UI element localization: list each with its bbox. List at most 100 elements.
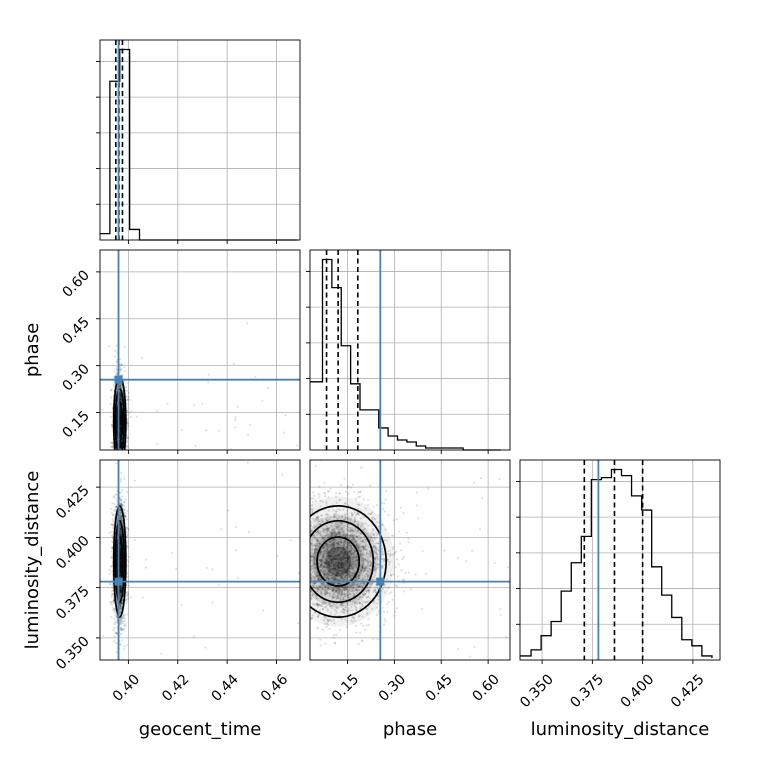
scatter-outlier — [289, 539, 292, 542]
scatter-point — [109, 445, 113, 449]
scatter-point — [120, 535, 123, 538]
scatter-point — [120, 386, 123, 389]
scatter-point — [123, 648, 126, 651]
scatter-point — [119, 423, 122, 426]
scatter-point — [110, 550, 113, 553]
scatter-point — [125, 445, 128, 448]
scatter-point — [123, 366, 126, 369]
scatter-point — [125, 598, 128, 601]
scatter-point — [109, 600, 112, 604]
scatter-point — [119, 416, 122, 419]
scatter-point — [119, 383, 123, 387]
scatter-point — [119, 420, 122, 423]
scatter-point — [119, 446, 123, 449]
scatter-point — [120, 503, 124, 507]
scatter-point — [125, 491, 129, 494]
scatter-point — [130, 410, 133, 413]
scatter-point — [120, 444, 123, 447]
scatter-point — [127, 424, 130, 428]
scatter-point — [119, 554, 122, 557]
scatter-outlier — [218, 452, 220, 454]
scatter-point — [119, 418, 122, 421]
scatter-point — [119, 420, 122, 423]
scatter-point — [110, 595, 113, 598]
scatter-point — [119, 427, 122, 430]
scatter-outlier — [133, 479, 136, 482]
scatter-point — [110, 570, 113, 573]
scatter-point — [119, 559, 122, 562]
scatter-point — [119, 587, 122, 590]
scatter-point — [119, 397, 122, 400]
scatter-outlier — [281, 473, 284, 476]
scatter-point — [110, 523, 113, 526]
scatter-outlier — [193, 403, 196, 406]
scatter-outlier — [156, 410, 159, 413]
scatter-outlier — [220, 528, 223, 531]
scatter-point — [126, 598, 130, 601]
scatter-point — [120, 368, 123, 371]
scatter-point — [119, 586, 122, 590]
scatter-outlier — [265, 466, 267, 468]
scatter-point — [122, 615, 125, 618]
scatter-outlier — [123, 483, 125, 485]
scatter-point — [119, 444, 122, 447]
scatter-point — [120, 609, 123, 613]
scatter-point — [119, 527, 122, 530]
scatter-point — [119, 565, 122, 568]
scatter-point — [120, 632, 123, 635]
scatter-point — [119, 445, 122, 449]
scatter-outlier — [276, 555, 279, 558]
scatter-outlier — [234, 416, 237, 419]
scatter-point — [120, 442, 123, 445]
scatter-point — [120, 502, 123, 505]
scatter-point — [119, 415, 122, 419]
scatter-point — [119, 620, 123, 623]
scatter-point — [120, 602, 124, 606]
scatter-point — [119, 444, 123, 447]
scatter-point — [119, 446, 123, 449]
scatter-point — [119, 421, 122, 424]
scatter-point — [119, 410, 122, 413]
scatter-point — [119, 553, 122, 556]
scatter-point — [109, 402, 112, 405]
scatter-point — [119, 572, 122, 575]
scatter-point — [119, 559, 122, 562]
scatter-point — [118, 420, 122, 423]
scatter-point — [119, 444, 123, 447]
scatter-point — [119, 419, 122, 422]
scatter-point — [126, 526, 129, 530]
scatter-point — [119, 552, 122, 555]
scatter-point — [110, 603, 114, 606]
scatter-point — [120, 443, 123, 446]
scatter-outlier — [180, 603, 183, 606]
scatter-point — [123, 501, 126, 504]
scatter-point — [119, 611, 122, 614]
scatter-point — [119, 427, 122, 430]
scatter-point — [119, 544, 122, 548]
scatter-point — [119, 592, 122, 596]
scatter-point — [118, 398, 122, 401]
scatter-point — [118, 393, 122, 396]
scatter-point — [119, 565, 122, 568]
scatter-point — [123, 369, 126, 373]
scatter-point — [119, 428, 122, 431]
scatter-point — [119, 385, 122, 388]
scatter-point — [119, 491, 122, 494]
scatter-point — [119, 568, 122, 571]
scatter-point — [126, 596, 130, 599]
scatter-point — [108, 531, 111, 534]
scatter-point — [111, 590, 114, 593]
scatter-point — [119, 441, 122, 445]
scatter-point — [112, 526, 115, 530]
scatter-point — [126, 509, 129, 513]
scatter-point — [119, 513, 123, 516]
scatter-point — [118, 542, 122, 545]
scatter-point — [109, 441, 112, 445]
scatter-point — [118, 573, 122, 576]
scatter-point — [118, 552, 122, 556]
scatter-outlier — [119, 550, 122, 553]
scatter-point — [119, 419, 123, 422]
scatter-point — [119, 417, 122, 420]
scatter-point — [119, 431, 122, 434]
scatter-point — [119, 589, 122, 592]
